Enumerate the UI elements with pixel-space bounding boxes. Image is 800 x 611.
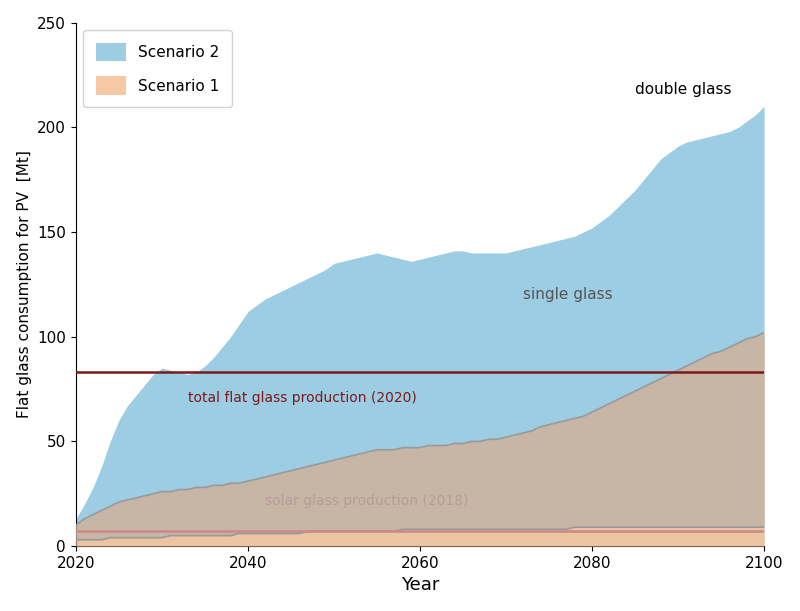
X-axis label: Year: Year bbox=[401, 576, 439, 595]
Legend: Scenario 2, Scenario 1: Scenario 2, Scenario 1 bbox=[83, 31, 232, 108]
Y-axis label: Flat glass consumption for PV  [Mt]: Flat glass consumption for PV [Mt] bbox=[17, 150, 32, 419]
Text: double glass: double glass bbox=[635, 82, 731, 97]
Text: total flat glass production (2020): total flat glass production (2020) bbox=[188, 391, 417, 405]
Text: solar glass production (2018): solar glass production (2018) bbox=[265, 494, 469, 508]
Text: single glass: single glass bbox=[523, 287, 613, 302]
